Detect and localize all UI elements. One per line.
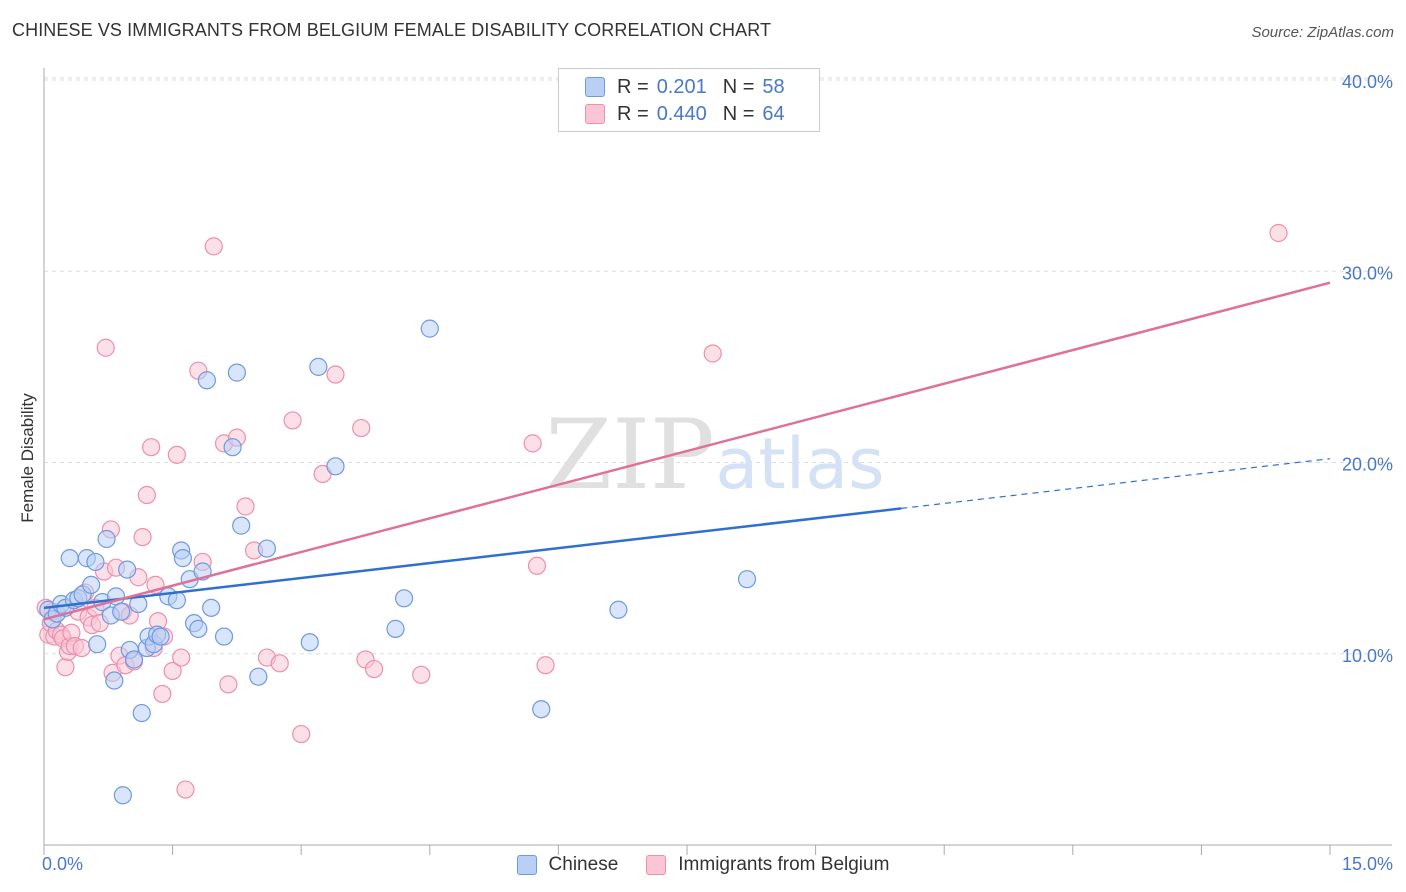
legend-r-label: R = — [617, 75, 649, 98]
chinese-point — [223, 438, 242, 457]
chinese-point — [82, 575, 101, 595]
legend-swatch-pink — [646, 855, 667, 875]
chinese-point — [214, 627, 234, 646]
chinese-point — [420, 319, 439, 338]
chinese-point — [609, 600, 628, 619]
chinese-point — [532, 700, 551, 719]
belgium-point — [219, 675, 238, 694]
chinese-point — [249, 667, 268, 686]
chart-title: CHINESE VS IMMIGRANTS FROM BELGIUM FEMAL… — [12, 20, 772, 40]
belgium-point — [56, 658, 75, 677]
belgium-point — [204, 237, 223, 256]
legend-swatch-pink — [585, 104, 605, 124]
belgium-point — [352, 418, 371, 438]
legend-r-value: 0.201 — [656, 75, 707, 98]
legend-n-label: N = — [722, 102, 755, 125]
y-tick-label: 10.0% — [1342, 646, 1393, 666]
legend-r-label: R = — [617, 102, 649, 125]
chinese-point — [189, 619, 208, 638]
legend-swatch-blue — [516, 855, 537, 875]
chinese-point — [97, 529, 116, 549]
chinese-point — [737, 570, 757, 589]
belgium-point — [236, 497, 255, 516]
chinese-point — [202, 598, 221, 617]
belgium-point — [163, 661, 182, 681]
chinese-point — [113, 786, 132, 805]
y-tick-label: 40.0% — [1342, 72, 1393, 92]
chinese-point — [118, 560, 137, 579]
belgium-point — [172, 648, 191, 667]
chinese-point — [300, 633, 319, 652]
belgium-point — [137, 485, 156, 505]
belgium-point — [167, 445, 186, 464]
belgium-point — [326, 365, 345, 384]
chinese-point — [394, 589, 414, 608]
belgium-point — [523, 434, 542, 453]
chinese-point — [227, 363, 246, 382]
legend-item-chinese: Chinese — [516, 854, 619, 876]
legend-n-value: 64 — [762, 102, 785, 125]
belgium-point — [176, 780, 195, 799]
chinese-point — [88, 635, 107, 654]
chinese-point — [257, 539, 277, 558]
belgium-point — [96, 338, 115, 357]
belgium-trend-line — [43, 281, 1331, 621]
legend-swatch-blue — [585, 77, 605, 97]
belgium-point — [153, 684, 172, 704]
chinese-point — [309, 357, 328, 376]
chinese-trend-extension — [901, 458, 1331, 509]
chinese-point — [326, 457, 345, 476]
belgium-point — [270, 654, 289, 673]
chinese-point — [86, 552, 105, 572]
belgium-point — [142, 438, 161, 457]
chinese-point — [112, 602, 131, 621]
chinese-point — [105, 671, 124, 690]
belgium-point — [536, 656, 555, 675]
stats-legend: R = 0.201 N = 58 R = 0.440 N = 64 — [558, 68, 820, 132]
belgium-point — [364, 659, 384, 679]
belgium-point — [527, 556, 547, 575]
chinese-point — [60, 549, 79, 568]
y-tick-label: 30.0% — [1342, 263, 1393, 283]
legend-label-chinese: Chinese — [548, 854, 619, 875]
series-legend: Chinese Immigrants from Belgium — [0, 852, 1406, 878]
chinese-point — [232, 516, 251, 535]
belgium-point — [292, 724, 311, 744]
belgium-point — [133, 527, 152, 547]
legend-label-belgium: Immigrants from Belgium — [678, 854, 890, 875]
watermark-zip: ZIP — [545, 399, 714, 511]
belgium-point — [283, 411, 302, 430]
legend-row-chinese: R = 0.201 N = 58 — [585, 74, 785, 100]
belgium-point — [1269, 223, 1288, 243]
legend-r-value: 0.440 — [656, 102, 707, 125]
legend-row-belgium: R = 0.440 N = 64 — [585, 101, 785, 127]
x-tick-label: 15.0% — [1342, 854, 1393, 874]
y-tick-label: 20.0% — [1342, 455, 1393, 475]
belgium-point — [412, 665, 431, 684]
y-axis-label: Female Disability — [18, 393, 37, 523]
chinese-point — [132, 703, 151, 723]
belgium-point — [72, 638, 91, 658]
legend-item-belgium: Immigrants from Belgium — [646, 854, 889, 876]
chinese-point — [386, 619, 405, 638]
chinese-point — [151, 627, 170, 646]
legend-n-value: 58 — [762, 75, 785, 98]
x-tick-label: 0.0% — [42, 854, 83, 874]
watermark-atlas: atlas — [715, 423, 884, 505]
belgium-point — [703, 344, 722, 363]
chinese-trend-line — [43, 507, 902, 610]
legend-n-label: N = — [722, 75, 755, 98]
chinese-point — [197, 371, 216, 390]
source-label: Source: ZipAtlas.com — [1251, 24, 1394, 41]
chinese-point — [173, 549, 192, 568]
chinese-point — [124, 650, 144, 669]
